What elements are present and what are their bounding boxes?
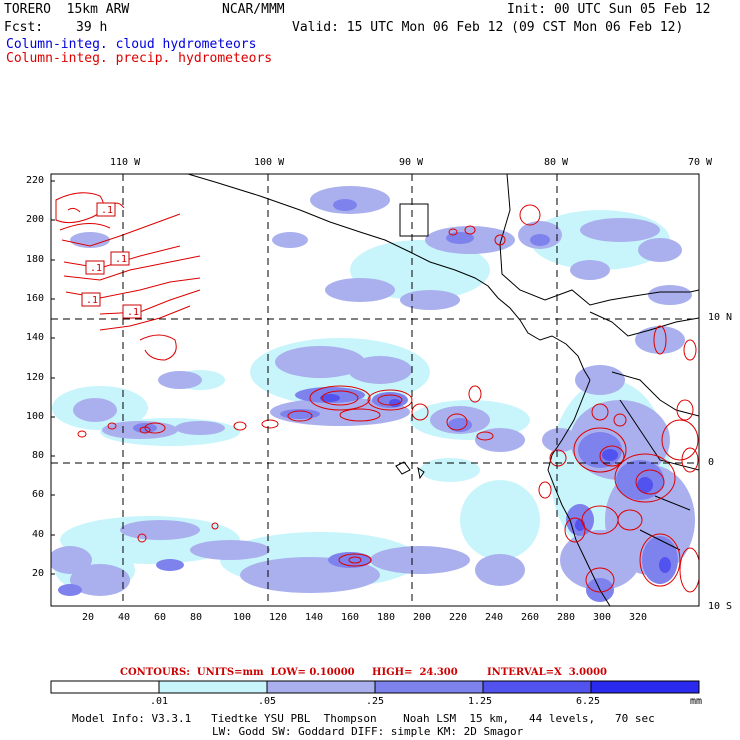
lon-label: 80 W: [544, 157, 569, 168]
lat-label: 0: [708, 457, 715, 468]
x-tick: 260: [521, 612, 540, 623]
x-tick: 300: [593, 612, 612, 623]
lon-label: 110 W: [110, 157, 141, 168]
x-tick: 100: [233, 612, 252, 623]
x-tick: 180: [377, 612, 396, 623]
contour-high: HIGH= 24.300: [372, 667, 458, 678]
x-tick: 40: [118, 612, 131, 623]
y-tick: 120: [26, 372, 45, 383]
coastlines: [187, 174, 699, 606]
box-label: .1: [90, 263, 102, 274]
lon-label: 90 W: [399, 157, 424, 168]
colorbar-swatch: [590, 680, 700, 694]
box-label: .1: [115, 254, 127, 265]
colorbar-swatch: [374, 680, 484, 694]
y-tick: 160: [26, 293, 45, 304]
lat-label: 10 N: [708, 312, 733, 323]
x-tick: 120: [269, 612, 288, 623]
contour-units: CONTOURS: UNITS=mm LOW= 0.10000: [120, 667, 355, 678]
y-tick: 200: [26, 214, 45, 225]
y-tick: 40: [32, 529, 45, 540]
map-frame: [50, 173, 700, 607]
y-tick: 140: [26, 332, 45, 343]
x-tick: 320: [629, 612, 648, 623]
box-label: .1: [127, 307, 139, 318]
forecast-hour: 39 h: [76, 20, 108, 35]
x-tick: 140: [305, 612, 324, 623]
y-tick: 100: [26, 411, 45, 422]
x-tick: 80: [190, 612, 203, 623]
valid-time: Valid: 15 UTC Mon 06 Feb 12 (09 CST Mon …: [292, 20, 684, 35]
x-tick: 280: [557, 612, 576, 623]
forecast-label: Fcst:: [4, 20, 44, 35]
x-tick: 160: [341, 612, 360, 623]
colorbar-swatch: [158, 680, 268, 694]
init-time: Init: 00 UTC Sun 05 Feb 12: [507, 2, 711, 17]
y-tick: 220: [26, 175, 45, 186]
contour-interval: INTERVAL=X 3.0000: [487, 667, 607, 678]
field-label-precip: Column-integ. precip. hydrometeors: [6, 51, 273, 66]
y-tick: 180: [26, 254, 45, 265]
low-value-box-labels: .1 .1 .1 .1 .1: [86, 205, 139, 318]
x-tick: 60: [154, 612, 167, 623]
lon-label: 70 W: [688, 157, 713, 168]
colorbar-label: 1.25: [468, 696, 493, 707]
box-label: .1: [101, 205, 113, 216]
y-tick: 60: [32, 489, 45, 500]
colorbar: [50, 680, 700, 694]
colorbar-label: 6.25: [576, 696, 601, 707]
y-tick: 80: [32, 450, 45, 461]
colorbar-swatch: [266, 680, 376, 694]
precip-contours: [55, 192, 699, 593]
organization: NCAR/MMM: [222, 2, 285, 17]
model-title: TORERO 15km ARW: [4, 2, 130, 17]
low-value-boxes: [81, 202, 142, 319]
model-info: Model Info: V3.3.1 Tiedtke YSU PBL Thomp…: [72, 712, 655, 725]
colorbar-unit: mm: [690, 696, 703, 707]
colorbar-label: .25: [366, 696, 385, 707]
colorbar-label: .05: [258, 696, 277, 707]
model-physics: LW: Godd SW: Goddard DIFF: simple KM: 2D…: [212, 725, 524, 738]
x-tick: 200: [413, 612, 432, 623]
colorbar-swatch: [50, 680, 160, 694]
lon-label: 100 W: [254, 157, 285, 168]
field-label-cloud: Column-integ. cloud hydrometeors: [6, 37, 257, 52]
x-tick: 20: [82, 612, 95, 623]
lat-lon-grid: [51, 174, 699, 606]
x-tick: 240: [485, 612, 504, 623]
y-tick: 20: [32, 568, 45, 579]
x-tick: 220: [449, 612, 468, 623]
lat-label: 10 S: [708, 601, 733, 612]
colorbar-swatch: [482, 680, 592, 694]
axis-ticks: [51, 180, 55, 575]
box-label: .1: [86, 295, 98, 306]
colorbar-label: .01: [150, 696, 169, 707]
